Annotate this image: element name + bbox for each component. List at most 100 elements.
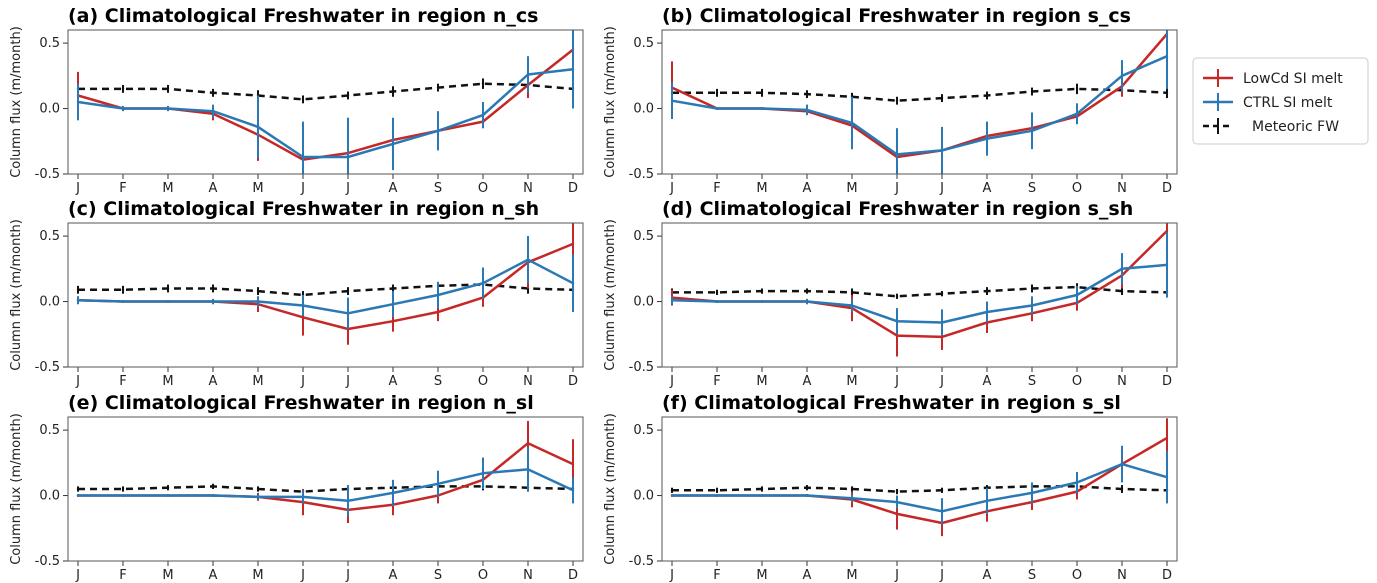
series-lowcd [670,418,1169,537]
x-tick-label: J [669,374,674,389]
x-tick-label: O [1072,181,1082,196]
panel-title: (f) Climatological Freshwater in region … [662,392,1121,414]
series-meteoric [670,482,1169,495]
series-meteoric [670,83,1169,105]
x-tick-label: F [713,374,720,389]
x-tick-label: J [939,181,944,196]
data-point [256,487,260,491]
data-point [805,108,809,112]
x-tick-label: N [523,568,533,583]
data-point [805,494,809,497]
data-point [670,489,674,492]
y-axis-label: Column flux (m/month) [9,219,24,371]
data-point [571,242,575,246]
data-point [895,295,899,298]
x-tick-label: N [523,181,533,196]
x-tick-label: A [803,181,812,196]
y-axis-label: Column flux (m/month) [9,413,24,565]
data-point [1075,87,1079,91]
series-ctrl [76,447,575,517]
data-point [1030,129,1034,132]
x-tick-label: D [568,374,578,389]
data-point [1165,436,1169,440]
data-point [850,487,854,491]
x-tick-label: J [894,181,899,196]
x-tick-label: J [75,181,80,196]
data-point [715,291,719,294]
data-point [940,292,944,295]
legend-frame [1192,57,1369,145]
x-tick-label: F [119,181,126,196]
x-tick-label: M [252,374,263,389]
y-tick-label: 0.0 [633,295,654,310]
data-point [436,482,440,485]
panel-e: (e) Climatological Freshwater in region … [9,392,584,583]
x-tick-label: M [252,568,263,583]
x-tick-label: S [1028,374,1036,389]
x-tick-label: F [119,568,126,583]
series-lowcd [670,30,1169,163]
data-point [850,291,854,294]
x-tick-label: M [162,568,173,583]
series-ctrl [76,30,575,174]
x-tick-label: M [756,568,767,583]
data-point [166,87,170,91]
data-point [760,289,764,293]
x-tick-label: O [1072,568,1082,583]
y-axis-label: Column flux (m/month) [9,26,24,178]
data-point [346,499,350,502]
x-tick-label: O [1072,374,1082,389]
data-point [571,489,575,492]
y-axis-label: Column flux (m/month) [603,26,618,178]
data-point [436,129,440,132]
data-point [895,500,899,504]
x-tick-label: J [345,181,350,196]
x-tick-label: J [75,374,80,389]
panel-data [670,418,1169,537]
x-tick-label: F [713,181,720,196]
y-tick-label: 0.5 [39,423,60,438]
x-tick-label: A [389,568,398,583]
data-point [760,494,764,497]
data-point [670,494,674,497]
x-tick-label: J [669,181,674,196]
data-point [1165,263,1169,267]
x-tick-label: A [803,374,812,389]
data-point [760,107,764,110]
series-ctrl [670,232,1169,336]
data-point [1165,476,1169,479]
data-point [121,288,125,291]
data-point [1075,293,1079,297]
series-meteoric [76,279,575,299]
data-point [481,82,485,85]
data-point [121,107,125,110]
panel-data [76,223,575,345]
y-tick-label: 0.5 [633,229,654,244]
data-point [940,335,944,339]
y-tick-label: 0.5 [39,36,60,51]
plot-frame [67,222,584,368]
x-tick-label: A [983,568,992,583]
plot-frame [661,222,1178,368]
data-point [1165,229,1169,233]
data-point [850,121,854,125]
y-tick-label: -0.5 [35,360,60,375]
series-meteoric [76,482,575,495]
x-tick-label: M [846,374,857,389]
data-point [985,94,989,97]
panel-c: (c) Climatological Freshwater in region … [9,198,584,389]
data-point [1075,481,1079,484]
x-tick-label: J [939,568,944,583]
data-point [895,319,899,323]
panel-d: (d) Climatological Freshwater in region … [603,198,1178,389]
data-point [526,73,530,76]
x-tick-label: A [389,181,398,196]
series-line [78,485,574,493]
data-point [346,94,350,97]
data-point [301,155,305,159]
series-line [672,436,1168,525]
data-point [391,142,395,146]
data-point [481,113,485,117]
data-point [940,149,944,152]
x-tick-label: O [478,568,488,583]
